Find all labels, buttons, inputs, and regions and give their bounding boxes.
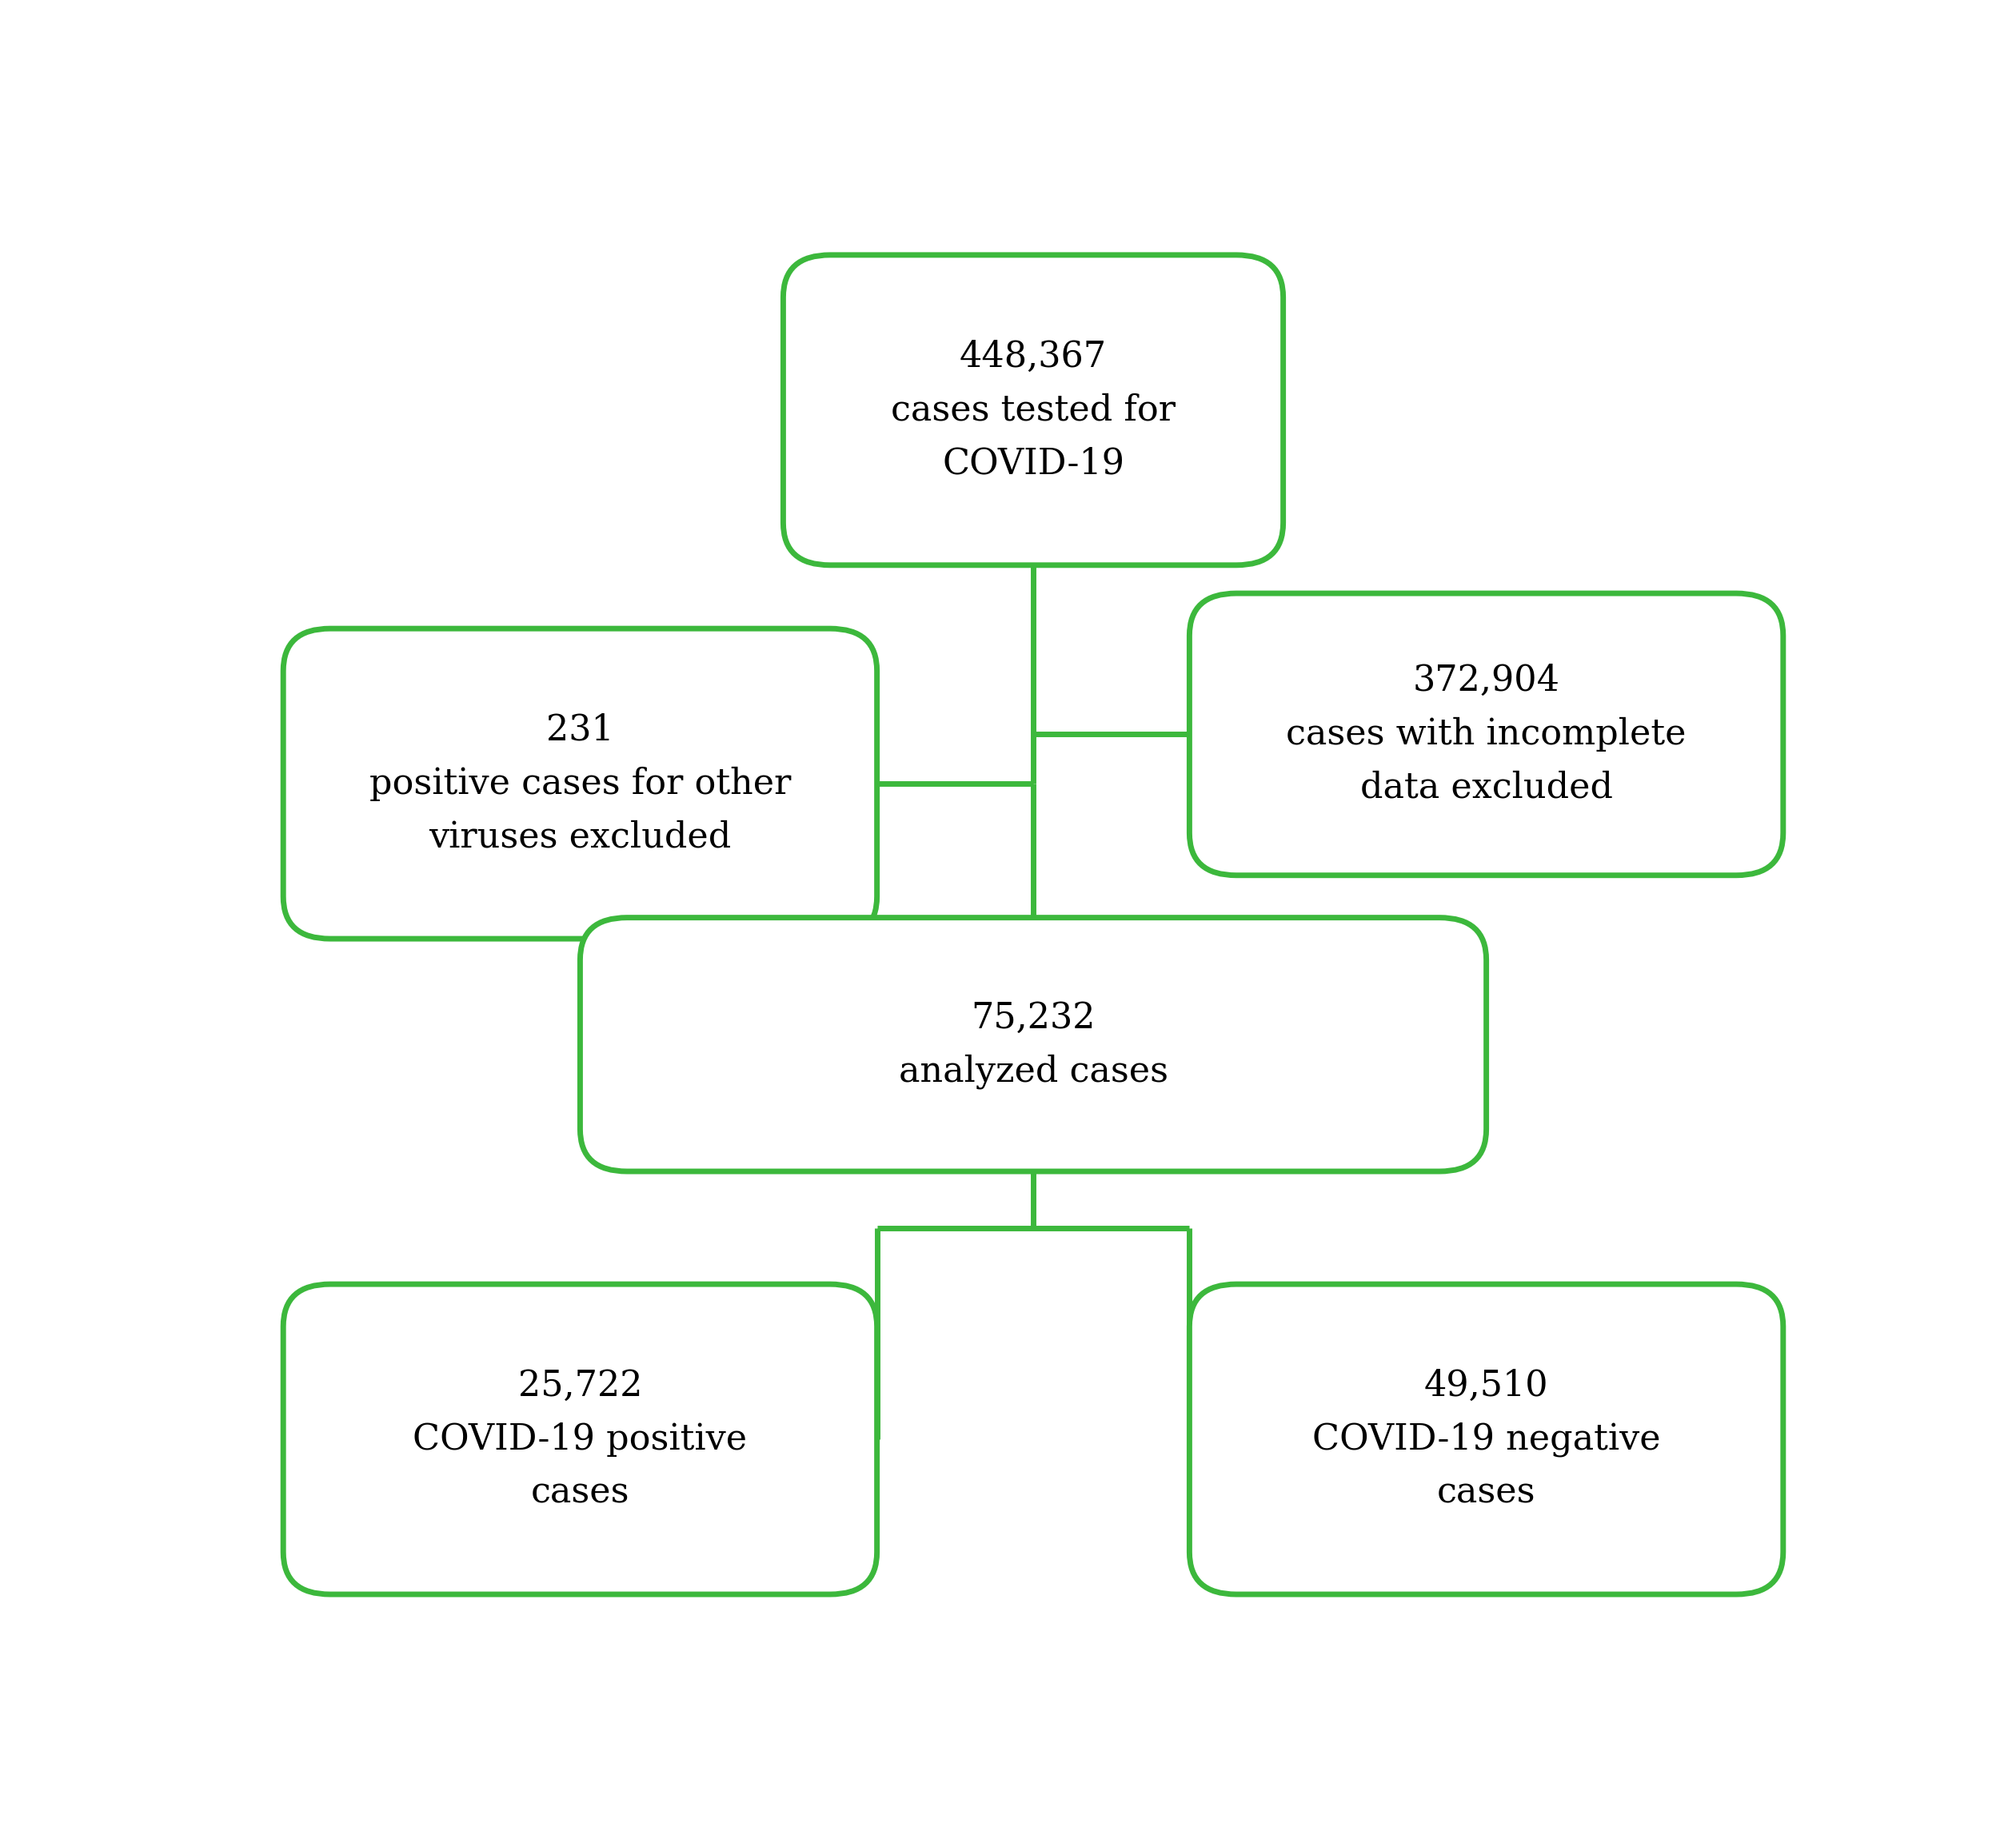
Text: 49,510: 49,510 [1423, 1368, 1548, 1403]
Text: 448,367: 448,367 [960, 339, 1107, 374]
Text: 75,232: 75,232 [972, 1000, 1095, 1035]
Text: cases tested for: cases tested for [891, 394, 1175, 427]
Text: analyzed cases: analyzed cases [899, 1055, 1167, 1089]
Text: data excluded: data excluded [1361, 771, 1613, 806]
Text: 25,722: 25,722 [518, 1368, 643, 1403]
FancyBboxPatch shape [1189, 1284, 1784, 1595]
Text: cases with incomplete: cases with incomplete [1286, 718, 1687, 751]
Text: 372,904: 372,904 [1413, 663, 1560, 698]
FancyBboxPatch shape [581, 917, 1486, 1172]
FancyBboxPatch shape [1189, 593, 1784, 875]
Text: cases: cases [530, 1476, 629, 1511]
Text: positive cases for other: positive cases for other [369, 767, 790, 800]
Text: 231: 231 [546, 712, 615, 747]
FancyBboxPatch shape [282, 628, 877, 939]
Text: cases: cases [1437, 1476, 1536, 1511]
Text: COVID-19 negative: COVID-19 negative [1312, 1423, 1661, 1457]
Text: COVID-19: COVID-19 [941, 447, 1125, 482]
FancyBboxPatch shape [282, 1284, 877, 1595]
FancyBboxPatch shape [782, 255, 1282, 566]
Text: viruses excluded: viruses excluded [429, 820, 732, 855]
Text: COVID-19 positive: COVID-19 positive [413, 1423, 748, 1456]
